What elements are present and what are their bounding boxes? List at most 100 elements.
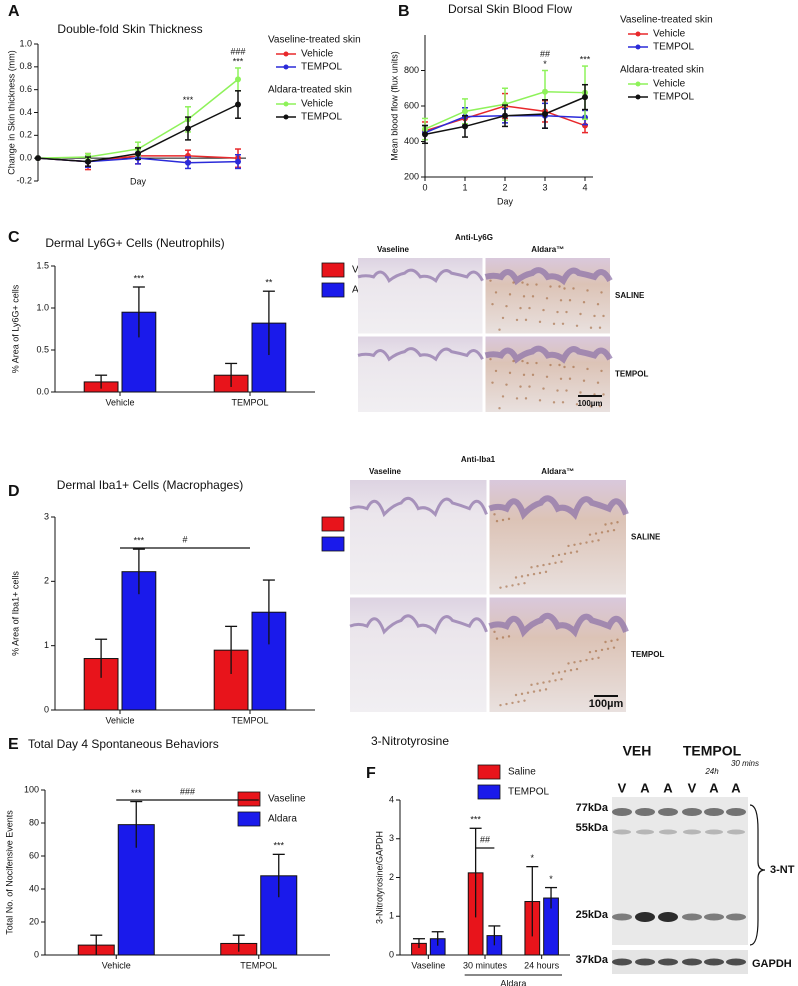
band <box>659 829 677 835</box>
stained-cell <box>596 381 600 384</box>
stained-cell <box>515 318 519 322</box>
legend-marker <box>635 94 641 100</box>
band <box>612 958 632 966</box>
x-tick-label: 2 <box>502 182 507 192</box>
legend-swatch <box>237 811 261 827</box>
blot-marker: 77kDa <box>576 802 609 814</box>
epidermis <box>488 612 629 638</box>
micrograph <box>358 336 483 412</box>
x-tick-label: 0 <box>422 182 427 192</box>
legend-swatch <box>321 516 345 532</box>
data-point <box>135 150 141 157</box>
x-axis-label: Day <box>130 177 147 187</box>
stained-cell <box>573 661 576 664</box>
figure-row-label: SALINE <box>631 532 661 541</box>
stained-cell <box>604 523 607 526</box>
stained-cell <box>507 517 511 521</box>
bar <box>121 571 157 711</box>
stained-cell <box>597 539 600 542</box>
significance: * <box>549 874 553 884</box>
legend-label: Saline <box>508 767 536 778</box>
blot-lane: A <box>709 780 719 795</box>
y-tick-label: 0.0 <box>19 153 32 163</box>
data-point <box>185 125 191 132</box>
blot-marker: 25kDa <box>576 909 609 921</box>
stained-cell <box>493 513 496 516</box>
y-tick-label: 20 <box>29 916 39 926</box>
stained-cell <box>589 326 593 329</box>
y-axis-label: Change in Skin thickness (mm) <box>6 50 16 175</box>
blot-marker: 55kDa <box>576 822 609 834</box>
stained-cell <box>600 648 604 652</box>
stained-cell <box>511 584 514 587</box>
stained-cell <box>563 552 567 556</box>
data-point <box>422 131 428 138</box>
micrograph <box>350 480 487 595</box>
legend-marker <box>635 44 641 50</box>
stained-cell <box>575 403 579 406</box>
epidermis <box>484 267 613 286</box>
stained-cell <box>606 647 610 650</box>
stained-cell <box>526 361 529 365</box>
stained-cell <box>567 544 570 548</box>
significance: ** <box>265 278 273 288</box>
chart-title: Dermal Ly6G+ Cells (Neutrophils) <box>45 236 224 250</box>
blot-marker: 37kDa <box>576 954 609 966</box>
stained-cell <box>596 303 600 306</box>
stained-cell <box>494 291 498 294</box>
blot-target: GAPDH <box>752 958 792 970</box>
stained-cell <box>498 407 501 410</box>
data-point <box>35 155 41 162</box>
legend-swatch <box>477 764 501 780</box>
stained-cell <box>604 640 607 644</box>
y-tick-label: 2 <box>44 576 49 586</box>
legend-label: Vehicle <box>653 29 686 40</box>
stained-cell <box>549 285 552 288</box>
annotation: ### <box>230 46 245 56</box>
legend-swatch <box>321 536 345 552</box>
stained-cell <box>575 324 579 327</box>
band <box>704 913 724 921</box>
stained-cell <box>536 682 539 685</box>
stained-cell <box>528 306 531 310</box>
panel-letter: F <box>366 765 376 782</box>
group-label: Aldara <box>500 978 526 986</box>
stained-cell <box>522 295 526 298</box>
y-tick-label: 4 <box>389 794 394 804</box>
stained-cell <box>616 638 619 641</box>
epidermis <box>357 268 484 283</box>
stained-cell <box>552 401 556 404</box>
bracket-label: # <box>182 534 187 544</box>
brace <box>749 804 766 946</box>
stained-cell <box>569 551 573 554</box>
stained-cell <box>569 669 573 672</box>
data-point <box>235 158 241 165</box>
stained-cell <box>557 671 561 674</box>
blot-lane: V <box>688 780 697 795</box>
band <box>635 912 655 922</box>
stained-cell <box>565 389 568 392</box>
legend-marker <box>635 31 641 37</box>
bracket-label: ## <box>480 834 490 844</box>
stained-cell <box>544 688 548 691</box>
chart-title: Total Day 4 Spontaneous Behaviors <box>28 737 219 751</box>
stained-cell <box>598 326 602 329</box>
stained-cell <box>585 658 588 662</box>
legend-marker <box>635 81 641 87</box>
stained-cell <box>567 662 570 665</box>
band <box>635 808 655 816</box>
band <box>726 913 746 921</box>
y-axis-label: % Area of Iba1+ cells <box>10 571 20 656</box>
stained-cell <box>591 540 594 543</box>
figure-column-label: Vaseline <box>369 467 402 476</box>
stained-cell <box>556 389 559 392</box>
stained-cell <box>573 543 576 546</box>
y-tick-label: 0 <box>389 949 394 959</box>
blot-group: VEH <box>623 743 652 759</box>
stained-cell <box>531 373 535 377</box>
x-tick-label: Vehicle <box>105 397 134 407</box>
legend-label: TEMPOL <box>653 42 695 53</box>
legend-group-title: Aldara-treated skin <box>620 65 704 76</box>
x-tick-label: TEMPOL <box>240 960 277 970</box>
stained-cell <box>568 299 572 302</box>
